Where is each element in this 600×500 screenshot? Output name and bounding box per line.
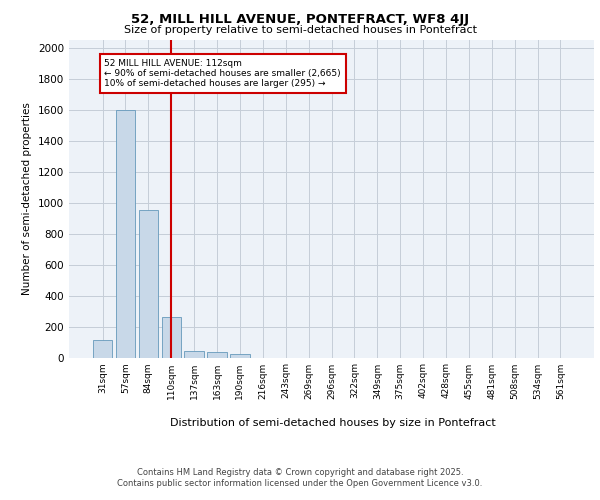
Bar <box>93 340 112 357</box>
Y-axis label: Number of semi-detached properties: Number of semi-detached properties <box>22 102 32 295</box>
Text: Distribution of semi-detached houses by size in Pontefract: Distribution of semi-detached houses by … <box>170 418 496 428</box>
Bar <box>184 352 204 358</box>
Bar <box>208 352 227 358</box>
Text: Size of property relative to semi-detached houses in Pontefract: Size of property relative to semi-detach… <box>124 25 476 35</box>
Text: 52 MILL HILL AVENUE: 112sqm
← 90% of semi-detached houses are smaller (2,665)
10: 52 MILL HILL AVENUE: 112sqm ← 90% of sem… <box>104 58 341 88</box>
Bar <box>230 354 250 358</box>
Text: Contains HM Land Registry data © Crown copyright and database right 2025.
Contai: Contains HM Land Registry data © Crown c… <box>118 468 482 487</box>
Bar <box>161 317 181 358</box>
Bar <box>139 210 158 358</box>
Text: 52, MILL HILL AVENUE, PONTEFRACT, WF8 4JJ: 52, MILL HILL AVENUE, PONTEFRACT, WF8 4J… <box>131 12 469 26</box>
Bar <box>116 110 135 358</box>
